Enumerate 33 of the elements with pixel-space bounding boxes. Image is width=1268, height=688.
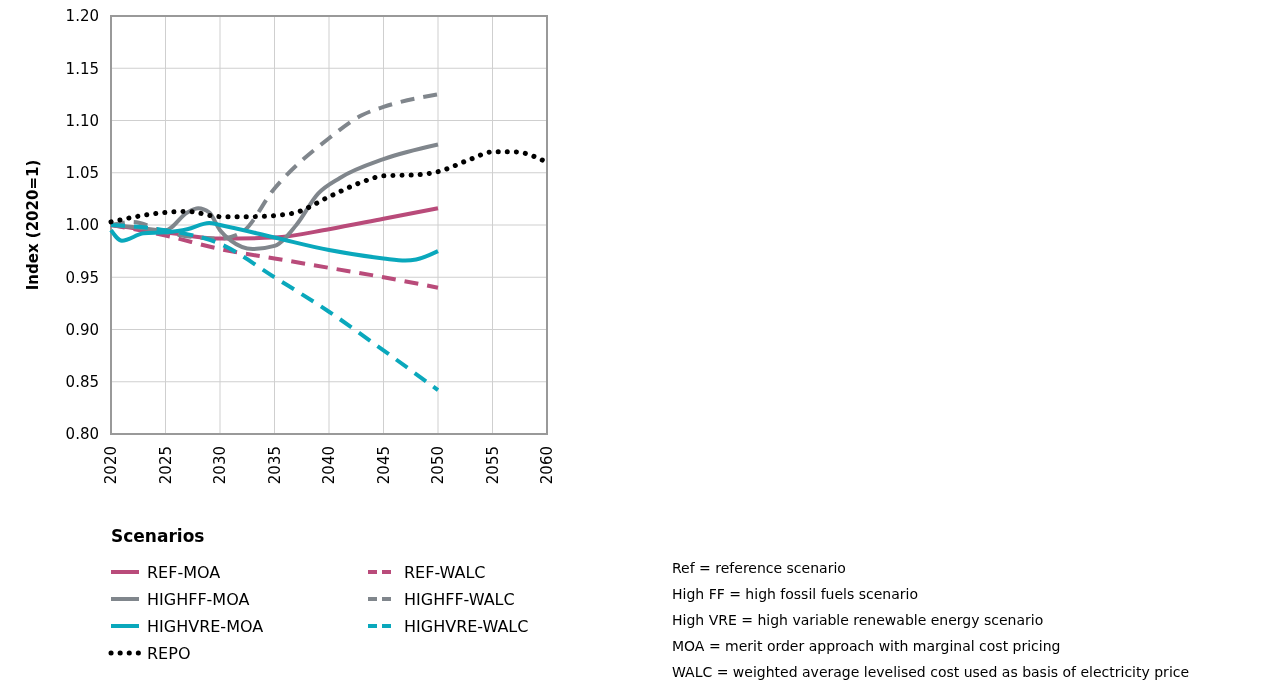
- x-tick-label: 2060: [538, 446, 557, 485]
- y-tick-label: 1.10: [65, 111, 99, 130]
- y-tick-label: 1.15: [65, 59, 99, 78]
- text: Ref = reference scenario: [672, 559, 846, 576]
- x-tick-label: 2035: [265, 446, 284, 485]
- x-tick-label: 2045: [374, 446, 393, 485]
- legend-label: HIGHVRE-MOA: [147, 616, 264, 636]
- x-tick-label: 2020: [102, 446, 121, 485]
- text: High FF = high fossil fuels scenario: [672, 585, 918, 602]
- x-tick-label: 2040: [320, 446, 339, 485]
- legend-title: Scenarios: [111, 525, 205, 546]
- line-series: [109, 223, 440, 393]
- legend-label: REF-MOA: [147, 562, 221, 582]
- y-tick-label: 0.85: [65, 373, 99, 391]
- legend-label: HIGHFF-WALC: [404, 589, 515, 609]
- text: High VRE = high variable renewable energy scenario: [672, 611, 1044, 628]
- x-tick-label: 2055: [483, 446, 502, 485]
- y-tick-label: 0.90: [65, 320, 99, 339]
- x-tick-label: 2030: [211, 446, 230, 485]
- x-tick-label: 2050: [429, 446, 448, 485]
- y-tick-label: 0.95: [65, 268, 99, 287]
- legend-label: REPO: [147, 643, 191, 663]
- y-tick-label: 1.20: [65, 7, 99, 26]
- y-tick-label: 0.80: [65, 425, 99, 444]
- y-tick-label: 1.00: [65, 216, 99, 235]
- legend-label: HIGHVRE-WALC: [404, 616, 529, 636]
- legend-label: HIGHFF-MOA: [147, 589, 250, 609]
- y-tick-label: 1.05: [65, 164, 99, 182]
- y-axis-title: Index (2020=1): [24, 159, 42, 291]
- legend-label: REF-WALC: [404, 562, 486, 582]
- x-tick-label: 2025: [156, 446, 175, 485]
- text: MOA = merit order approach with marginal cost pricing: [672, 637, 1061, 654]
- text: WALC = weighted average levelised cost used as basis of electricity price: [672, 663, 1190, 680]
